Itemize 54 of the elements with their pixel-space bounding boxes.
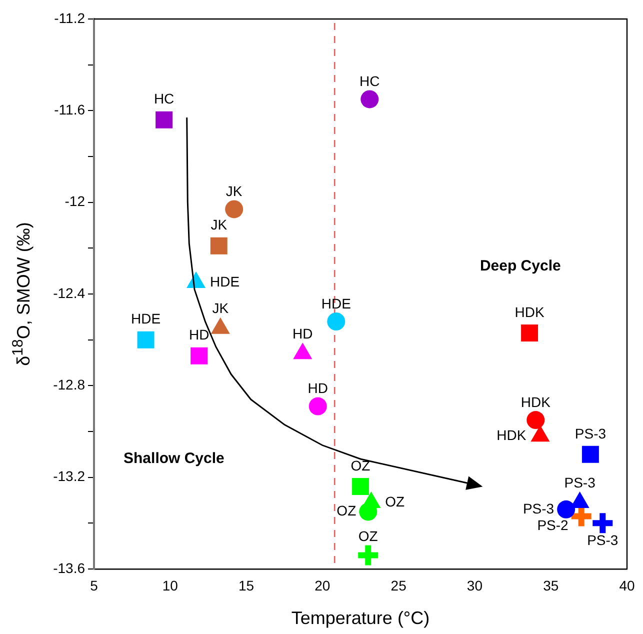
series-label: HD [292, 325, 313, 342]
point [225, 200, 244, 218]
x-axis-title: Temperature (°C) [291, 608, 430, 628]
x-tick-label: 15 [238, 577, 254, 594]
point [582, 446, 599, 463]
x-tick-label: 25 [390, 577, 407, 594]
y-tick-label: -11.6 [54, 102, 86, 118]
x-tick-label: 10 [162, 577, 178, 594]
series-label: HDE [210, 273, 240, 290]
series-label: JK [226, 183, 243, 200]
x-tick-label: 30 [466, 577, 483, 594]
point [526, 411, 545, 430]
series-label: OZ [358, 528, 378, 544]
y-tick-label: -12.4 [53, 284, 86, 301]
x-tick-label: 35 [543, 577, 559, 594]
series-label: OZ [336, 502, 357, 519]
series-label: OZ [385, 493, 406, 510]
series-label: PS-3 [574, 425, 606, 442]
y-tick-label: -12 [64, 193, 86, 210]
point [327, 312, 346, 330]
y-tick-label: -13.2 [53, 468, 86, 484]
annotation: Shallow Cycle [124, 450, 224, 468]
series-label: HDK [514, 304, 545, 320]
point [190, 347, 208, 364]
y-tick-label: -13.6 [53, 560, 86, 576]
series-label: HDE [130, 310, 161, 327]
series-label: JK [210, 216, 228, 233]
x-tick-label: 5 [90, 577, 98, 594]
series-label: HC [154, 90, 174, 107]
x-tick-label: 20 [314, 577, 330, 594]
series-label: PS-3 [522, 500, 554, 516]
series-label: HC [360, 73, 380, 90]
y-tick-label: -12.8 [53, 376, 86, 393]
point [557, 500, 576, 518]
y-tick-label: -11.2 [54, 10, 86, 26]
series-label: HD [188, 326, 210, 343]
point [156, 111, 173, 128]
point [521, 324, 538, 342]
series-label: HD [308, 380, 328, 396]
x-tick-label: 40 [619, 577, 635, 594]
series-label: OZ [350, 457, 371, 474]
point [352, 478, 369, 495]
series-label: HDK [496, 426, 527, 443]
annotation: Deep Cycle [480, 258, 561, 275]
point [137, 331, 154, 348]
point [210, 237, 228, 254]
series-label: JK [212, 300, 230, 316]
point [360, 90, 379, 108]
series-label: PS-3 [564, 474, 596, 490]
series-label: HDE [321, 295, 351, 312]
series-label: HDK [520, 394, 552, 410]
series-label: PS-2 [537, 517, 569, 534]
point [308, 397, 327, 416]
series-label: PS-3 [587, 532, 618, 548]
